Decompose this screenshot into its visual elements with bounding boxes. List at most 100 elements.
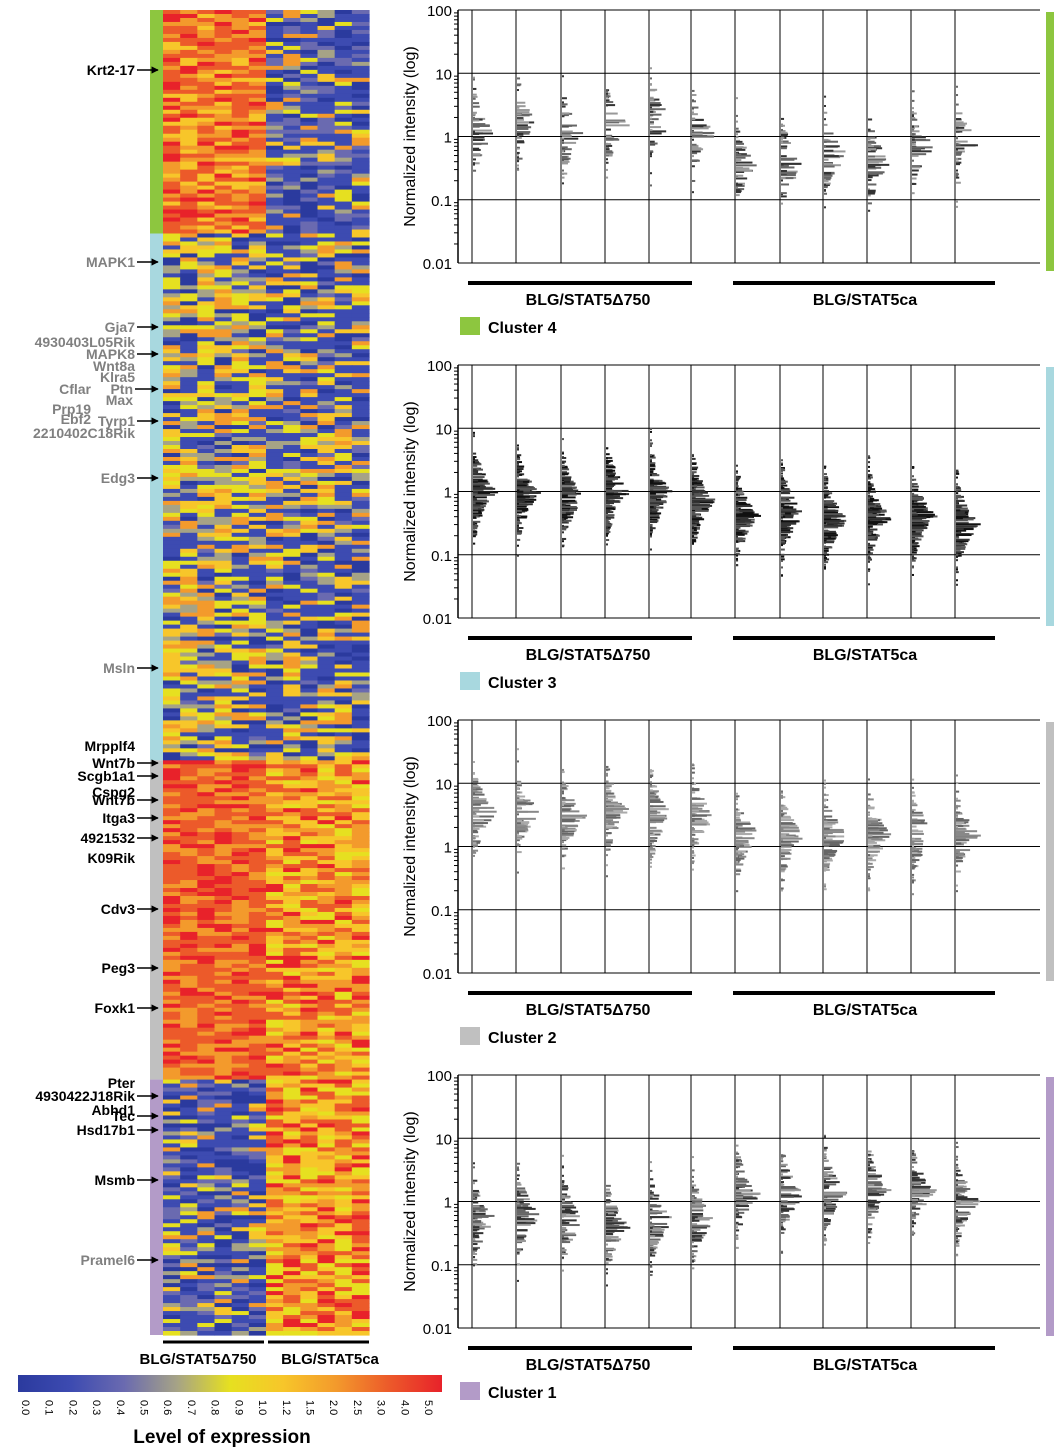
heatmap-cell [283, 25, 301, 31]
heatmap-cell [180, 1251, 198, 1256]
heatmap-cell [214, 229, 233, 235]
heatmap-cell [231, 81, 250, 87]
heatmap-cell [231, 568, 250, 574]
heatmap-cell [248, 588, 267, 594]
heatmap-cell [214, 1203, 233, 1208]
heatmap-cell [334, 209, 353, 215]
heatmap-cell [231, 780, 250, 785]
lane-bin [692, 127, 709, 130]
heatmap-cell [231, 1315, 250, 1320]
heatmap-cell [163, 656, 181, 662]
heatmap-cell [197, 417, 216, 422]
heatmap-cell [214, 1291, 233, 1296]
heatmap-cell [214, 397, 233, 402]
heatmap-cell [163, 876, 181, 881]
heatmap-cell [300, 361, 319, 366]
lane-bin [517, 491, 541, 494]
heatmap-cell [214, 233, 233, 239]
heatmap-cell [197, 1255, 216, 1260]
heatmap-cell [214, 253, 233, 259]
heatmap-cell [351, 1307, 370, 1312]
heatmap-cell [266, 433, 284, 438]
heatmap-cell [197, 995, 216, 1001]
lane-bin [473, 433, 475, 436]
lane-bin [736, 156, 746, 159]
heatmap-cell [231, 365, 250, 370]
heatmap-cell [300, 1067, 319, 1073]
lane-bin [956, 163, 961, 166]
heatmap-cell [351, 452, 370, 458]
lane-bin [956, 152, 962, 155]
lane-bin [692, 113, 698, 116]
heatmap-cell [180, 1187, 198, 1192]
heatmap-cell [197, 1115, 216, 1121]
heatmap-cell [334, 872, 353, 877]
heatmap-cell [317, 265, 336, 271]
heatmap-cell [266, 868, 284, 873]
heatmap-cell [351, 1007, 370, 1013]
heatmap-cell [180, 113, 198, 119]
heatmap-cell [317, 1327, 336, 1332]
heatmap-cell [163, 676, 181, 682]
heatmap-cell [163, 17, 181, 23]
heatmap-cell [231, 624, 250, 630]
heatmap-cell [231, 1311, 250, 1316]
heatmap-cell [317, 532, 336, 538]
heatmap-cell [300, 85, 319, 91]
heatmap-cell [317, 520, 336, 526]
heatmap-cell [351, 704, 370, 710]
heatmap-cell [317, 145, 336, 151]
heatmap-cell [317, 281, 336, 286]
heatmap-cell [197, 804, 216, 809]
heatmap-cell [197, 273, 216, 278]
heatmap-cell [214, 1119, 233, 1125]
heatmap-cell [317, 249, 336, 255]
heatmap-cell [300, 1319, 319, 1324]
heatmap-cell [197, 1123, 216, 1129]
heatmap-cell [300, 676, 319, 682]
heatmap-cell [231, 959, 250, 965]
heatmap-cell [266, 967, 284, 973]
heatmap-cell [248, 1251, 267, 1256]
heatmap-cell [317, 840, 336, 845]
lane-bin [868, 166, 882, 169]
heatmap-cell [231, 433, 250, 438]
heatmap-cell [317, 229, 336, 235]
heatmap-cell [214, 61, 233, 67]
heatmap-cell [197, 153, 216, 159]
heatmap-cell [248, 65, 267, 71]
heatmap-cell [231, 1083, 250, 1089]
heatmap-cell [180, 1115, 198, 1121]
lane-bin [912, 118, 918, 121]
heatmap-cell [266, 317, 284, 322]
heatmap-cell [266, 1319, 284, 1324]
heatmap-cell [283, 289, 301, 294]
heatmap-cell [197, 401, 216, 406]
lane-bin [736, 148, 746, 151]
heatmap-cell [317, 221, 336, 227]
heatmap-cell [300, 576, 319, 582]
heatmap-cell [231, 991, 250, 997]
heatmap-cell [351, 137, 370, 143]
heatmap-cell [163, 1211, 181, 1216]
heatmap-cell [197, 1171, 216, 1176]
heatmap-cell [334, 397, 353, 402]
heatmap-cell [283, 285, 301, 290]
lane-bin [473, 87, 477, 90]
heatmap-cell [351, 209, 370, 215]
heatmap-cell [334, 1083, 353, 1089]
heatmap-cell [266, 907, 284, 913]
heatmap-cell [214, 1015, 233, 1021]
heatmap-cell [334, 756, 353, 761]
lane-bin [473, 479, 479, 482]
heatmap-cell [231, 69, 250, 75]
heatmap-cell [317, 89, 336, 95]
heatmap-cell [266, 876, 284, 881]
heatmap-cell [351, 201, 370, 207]
lane-bin [736, 189, 741, 192]
heatmap-cell [180, 389, 198, 394]
heatmap-cell [317, 409, 336, 414]
heatmap-cell [163, 864, 181, 869]
heatmap-cell [266, 995, 284, 1001]
heatmap-cell [214, 141, 233, 147]
